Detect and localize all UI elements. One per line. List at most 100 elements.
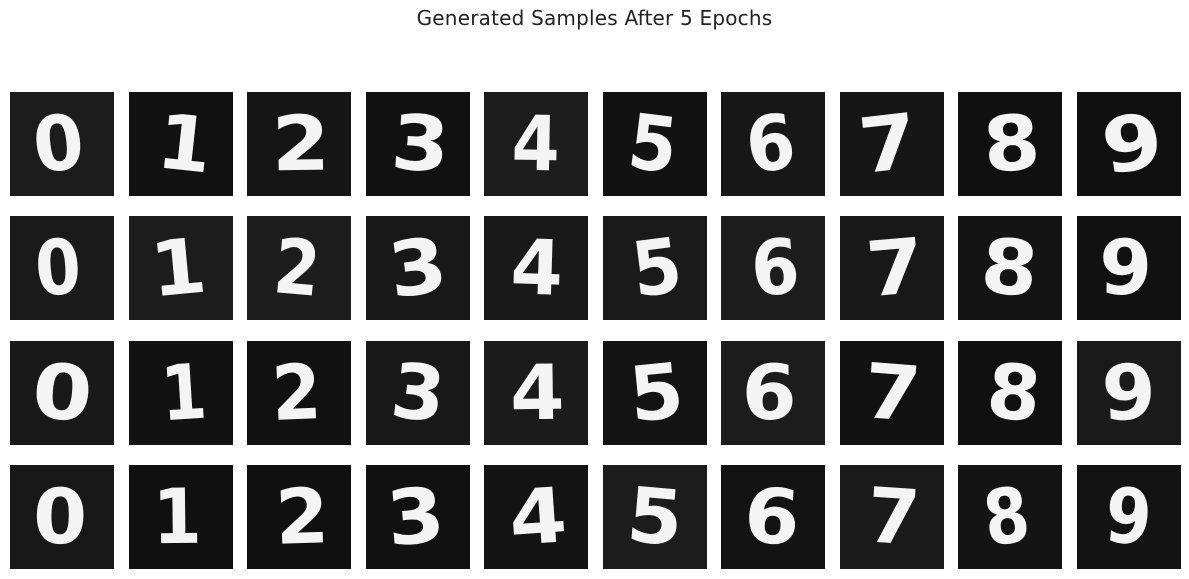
sample-tile: 3 (366, 92, 470, 196)
sample-tile: 1 (129, 341, 233, 445)
sample-image: 6 (741, 98, 800, 192)
sample-tile: 7 (840, 465, 944, 569)
sample-image: 4 (511, 101, 561, 190)
sample-digit: 7 (861, 346, 924, 439)
sample-image: 3 (389, 98, 452, 190)
sample-image: 7 (863, 221, 928, 315)
sample-image: 9 (1100, 349, 1158, 439)
sample-tile: 7 (840, 216, 944, 320)
sample-digit: 2 (271, 221, 324, 314)
sample-digit: 4 (510, 349, 566, 438)
sample-digit: 4 (511, 101, 561, 190)
sample-image: 4 (506, 470, 570, 563)
sample-tile: 3 (366, 465, 470, 569)
sample-tile: 1 (129, 92, 233, 196)
sample-tile: 0 (10, 216, 114, 320)
sample-tile: 6 (721, 92, 825, 196)
sample-digit: 6 (748, 223, 802, 314)
sample-tile: 8 (958, 465, 1062, 569)
figure-title: Generated Samples After 5 Epochs (416, 6, 773, 30)
sample-image: 3 (387, 347, 450, 441)
sample-image: 5 (625, 347, 687, 440)
sample-image: 9 (1096, 96, 1168, 192)
sample-tile: 5 (603, 92, 707, 196)
sample-image: 0 (32, 222, 83, 314)
sample-image: 2 (271, 99, 330, 188)
sample-tile: 9 (1077, 216, 1181, 320)
sample-tile: 9 (1077, 465, 1181, 569)
sample-digit: 9 (1100, 349, 1158, 439)
sample-image: 3 (383, 220, 452, 316)
sample-image: 5 (624, 98, 683, 191)
sample-tile: 2 (247, 341, 351, 445)
sample-tile: 8 (958, 216, 1062, 320)
sample-digit: 3 (389, 98, 452, 190)
sample-image: 1 (158, 347, 209, 439)
sample-digit: 5 (624, 471, 687, 563)
sample-digit: 5 (625, 347, 687, 440)
sample-digit: 9 (1102, 471, 1155, 563)
sample-tile: 9 (1077, 92, 1181, 196)
sample-image: 0 (33, 473, 88, 562)
sample-image: 4 (509, 223, 564, 313)
sample-tile: 7 (840, 341, 944, 445)
sample-image: 8 (983, 347, 1044, 440)
sample-tile: 5 (603, 341, 707, 445)
sample-tile: 4 (484, 465, 588, 569)
sample-image: 7 (854, 96, 921, 191)
sample-digit: 4 (509, 223, 564, 313)
sample-tile: 1 (129, 216, 233, 320)
sample-tile: 3 (366, 216, 470, 320)
sample-tile: 5 (603, 216, 707, 320)
sample-tile: 8 (958, 92, 1062, 196)
sample-digit: 8 (980, 98, 1043, 191)
sample-digit: 1 (158, 347, 209, 439)
sample-tile: 0 (10, 92, 114, 196)
sample-image: 1 (147, 222, 211, 315)
sample-image: 5 (627, 222, 687, 315)
sample-digit: 5 (624, 98, 683, 191)
sample-digit: 7 (854, 96, 921, 191)
sample-image: 6 (748, 223, 802, 314)
sample-tile: 6 (721, 465, 825, 569)
sample-digit: 1 (152, 473, 202, 562)
sample-image: 9 (1099, 223, 1153, 313)
sample-tile: 6 (721, 216, 825, 320)
sample-digit: 0 (32, 222, 83, 314)
sample-digit: 3 (387, 347, 450, 441)
sample-digit: 8 (978, 221, 1042, 314)
sample-digit: 2 (270, 349, 323, 439)
sample-tile: 7 (840, 92, 944, 196)
sample-image: 7 (864, 471, 922, 563)
sample-image: 2 (271, 221, 324, 314)
sample-tile: 2 (247, 216, 351, 320)
sample-tile: 4 (484, 92, 588, 196)
sample-tile: 2 (247, 465, 351, 569)
sample-image: 1 (152, 473, 202, 562)
sample-tile: 5 (603, 465, 707, 569)
sample-image: 6 (741, 349, 797, 438)
sample-image: 3 (383, 470, 448, 564)
sample-digit: 2 (274, 472, 330, 562)
sample-image: 1 (153, 98, 216, 191)
sample-image: 4 (510, 349, 566, 438)
sample-tile: 6 (721, 341, 825, 445)
sample-digit: 0 (33, 473, 88, 562)
sample-image: 8 (978, 470, 1034, 564)
sample-digit: 3 (383, 470, 448, 564)
sample-image: 2 (270, 349, 323, 439)
sample-tile: 3 (366, 341, 470, 445)
sample-image: 0 (29, 347, 96, 440)
sample-image: 7 (861, 346, 924, 439)
sample-image: 6 (741, 472, 802, 563)
sample-tile: 1 (129, 465, 233, 569)
sample-tile: 0 (10, 465, 114, 569)
sample-tile: 2 (247, 92, 351, 196)
sample-image: 2 (274, 472, 330, 562)
sample-image: 5 (624, 471, 687, 563)
sample-digit: 5 (627, 222, 687, 315)
sample-digit: 2 (271, 99, 330, 188)
sample-digit: 9 (1096, 96, 1168, 192)
sample-digit: 6 (741, 472, 802, 563)
sample-digit: 6 (741, 349, 797, 438)
